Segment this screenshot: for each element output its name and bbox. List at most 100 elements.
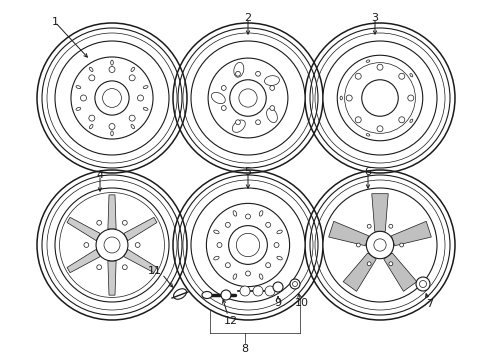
Circle shape (81, 95, 86, 101)
Circle shape (398, 73, 404, 79)
Circle shape (376, 64, 382, 70)
Ellipse shape (131, 67, 134, 72)
Circle shape (265, 222, 270, 227)
Ellipse shape (259, 274, 263, 279)
Ellipse shape (233, 211, 236, 216)
Ellipse shape (211, 93, 225, 104)
Polygon shape (328, 221, 368, 246)
Circle shape (323, 188, 436, 302)
Circle shape (122, 220, 127, 225)
Circle shape (96, 229, 128, 261)
Ellipse shape (266, 108, 277, 122)
Circle shape (399, 243, 403, 247)
Circle shape (217, 243, 222, 247)
Circle shape (346, 95, 351, 101)
Ellipse shape (110, 131, 113, 136)
Polygon shape (371, 194, 387, 231)
Circle shape (97, 265, 102, 270)
Circle shape (225, 263, 230, 267)
Circle shape (356, 243, 360, 247)
Ellipse shape (213, 230, 219, 234)
Ellipse shape (409, 119, 412, 122)
Text: 11: 11 (148, 266, 162, 276)
Ellipse shape (143, 108, 148, 111)
Circle shape (89, 75, 95, 81)
Text: 4: 4 (96, 170, 103, 180)
Circle shape (84, 243, 88, 247)
Ellipse shape (89, 125, 93, 129)
Ellipse shape (276, 230, 282, 234)
Circle shape (407, 95, 413, 101)
Ellipse shape (233, 62, 244, 77)
Circle shape (366, 224, 370, 228)
Polygon shape (390, 221, 430, 246)
Circle shape (55, 188, 169, 302)
Circle shape (221, 105, 226, 111)
Circle shape (269, 86, 274, 90)
Circle shape (415, 277, 429, 291)
Polygon shape (383, 253, 416, 291)
Text: 8: 8 (241, 344, 248, 354)
Ellipse shape (143, 86, 148, 89)
Ellipse shape (131, 125, 134, 129)
Circle shape (240, 286, 249, 296)
Polygon shape (67, 249, 100, 273)
Circle shape (269, 105, 274, 111)
Text: 12: 12 (224, 316, 238, 326)
Ellipse shape (366, 134, 369, 136)
Ellipse shape (76, 108, 81, 111)
Circle shape (109, 123, 115, 130)
Circle shape (273, 243, 279, 247)
Circle shape (109, 67, 115, 72)
Circle shape (366, 262, 370, 266)
Circle shape (225, 222, 230, 227)
Circle shape (129, 75, 135, 81)
Circle shape (129, 115, 135, 121)
Circle shape (255, 120, 260, 125)
Polygon shape (123, 249, 157, 273)
Circle shape (354, 117, 361, 123)
Text: 5: 5 (244, 167, 251, 177)
Circle shape (95, 81, 129, 115)
Circle shape (252, 286, 263, 296)
Circle shape (388, 262, 392, 266)
Circle shape (55, 41, 169, 155)
Ellipse shape (76, 86, 81, 89)
Circle shape (97, 220, 102, 225)
Polygon shape (67, 217, 100, 240)
Ellipse shape (173, 289, 186, 299)
Ellipse shape (233, 274, 236, 279)
Circle shape (265, 263, 270, 267)
Circle shape (366, 231, 393, 259)
Ellipse shape (340, 96, 342, 100)
Circle shape (137, 95, 143, 101)
Circle shape (398, 117, 404, 123)
Ellipse shape (213, 256, 219, 260)
Text: 7: 7 (426, 299, 433, 309)
Ellipse shape (110, 60, 113, 65)
Ellipse shape (202, 292, 212, 298)
Text: 9: 9 (274, 298, 281, 308)
Circle shape (191, 188, 305, 302)
Circle shape (135, 243, 140, 247)
Circle shape (255, 71, 260, 76)
Text: 6: 6 (364, 167, 371, 177)
Circle shape (191, 41, 305, 155)
Circle shape (228, 226, 267, 264)
Circle shape (89, 115, 95, 121)
Circle shape (264, 286, 274, 296)
Circle shape (245, 271, 250, 276)
Ellipse shape (409, 73, 412, 77)
Polygon shape (108, 195, 116, 229)
Polygon shape (343, 253, 375, 291)
Circle shape (221, 86, 226, 90)
Circle shape (245, 214, 250, 219)
Text: 1: 1 (51, 17, 59, 27)
Ellipse shape (276, 256, 282, 260)
Ellipse shape (259, 211, 263, 216)
Text: 3: 3 (371, 13, 378, 23)
Text: 2: 2 (244, 13, 251, 23)
Circle shape (272, 282, 283, 292)
Circle shape (354, 73, 361, 79)
Ellipse shape (232, 120, 245, 132)
